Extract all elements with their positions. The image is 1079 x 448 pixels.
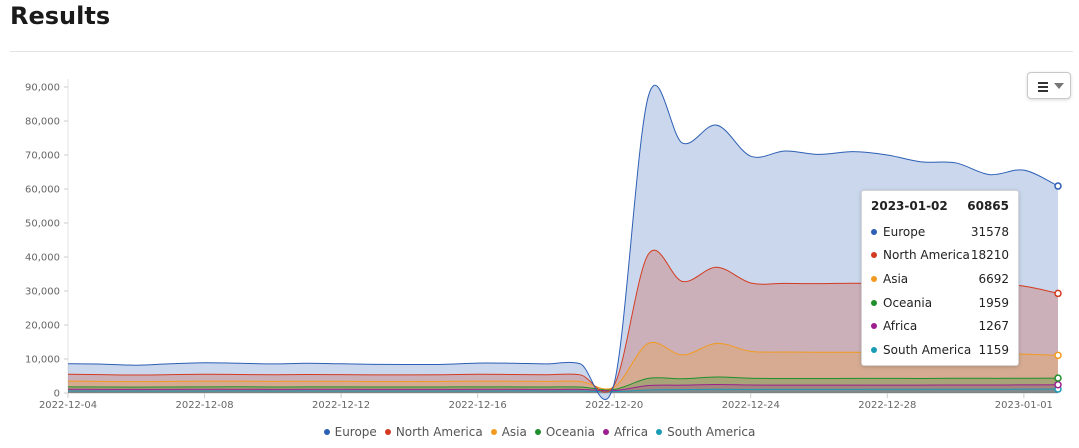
area-asia[interactable] (68, 342, 1058, 393)
legend-item[interactable]: North America (384, 425, 483, 439)
x-tick-label: 2022-12-08 (175, 400, 233, 411)
legend-label: Africa (613, 425, 649, 439)
series-dot-icon (871, 299, 877, 306)
tooltip-row: Asia 6692 (871, 267, 1009, 291)
marker-asia[interactable] (1054, 351, 1062, 360)
series-dot-icon (871, 346, 877, 353)
y-tick-label: 60,000 (25, 185, 60, 196)
legend-label: North America (395, 425, 483, 439)
y-tick-label: 10,000 (25, 355, 60, 366)
tooltip-series-name: North America (883, 248, 970, 263)
legend-item[interactable]: Africa (602, 425, 649, 439)
chevron-down-icon (1054, 83, 1064, 89)
title-divider (10, 51, 1073, 52)
stacked-area-chart[interactable]: 0 10,000 20,000 30,000 40,000 50,000 60,000 70,… (0, 60, 1079, 448)
y-tick-label: 50,000 (25, 219, 60, 230)
legend-item[interactable]: Oceania (534, 425, 595, 439)
tooltip-series-name: South America (883, 342, 972, 357)
legend-item[interactable]: Asia (490, 425, 527, 439)
y-tick-label: 20,000 (25, 321, 60, 332)
marker-oceania[interactable] (1054, 374, 1062, 382)
tooltip-series-value: 18210 (970, 248, 1009, 263)
tooltip-series-name: Europe (883, 224, 926, 239)
y-tick-label: 80,000 (25, 117, 60, 128)
tooltip-row: South America 1159 (871, 338, 1009, 362)
legend-dot-icon (490, 429, 497, 435)
legend-dot-icon (323, 429, 330, 435)
series-dot-icon (871, 323, 877, 330)
series-dot-icon (871, 228, 877, 235)
legend-item[interactable]: Europe (323, 425, 377, 439)
page-title: Results (10, 2, 111, 30)
tooltip-total: 60865 (967, 199, 1009, 213)
tooltip-series-value: 6692 (978, 271, 1009, 286)
y-tick-label: 90,000 (25, 83, 60, 94)
tooltip-row: Africa 1267 (871, 314, 1009, 338)
legend-dot-icon (384, 429, 391, 435)
tooltip-series-value: 31578 (970, 224, 1009, 239)
tooltip-date: 2023-01-02 (871, 199, 948, 213)
tooltip-series-name: Oceania (883, 295, 933, 310)
legend-label: Europe (334, 425, 377, 439)
x-tick-label: 2023-01-01 (995, 400, 1053, 411)
series-dot-icon (871, 275, 877, 282)
tooltip-header: 2023-01-02 60865 (871, 199, 1009, 213)
legend-label: South America (667, 425, 756, 439)
y-tick-label: 70,000 (25, 151, 60, 162)
hamburger-menu-icon (1038, 82, 1048, 94)
x-tick-label: 2022-12-12 (312, 400, 370, 411)
marker-north-america[interactable] (1054, 289, 1062, 298)
tooltip-series-name: Asia (883, 271, 909, 286)
chart-menu-button[interactable] (1027, 72, 1071, 99)
legend-label: Asia (501, 425, 527, 439)
legend-dot-icon (656, 429, 663, 435)
x-tick-label: 2022-12-04 (39, 400, 97, 411)
x-tick-label: 2022-12-20 (585, 400, 643, 411)
y-tick-label: 0 (54, 389, 60, 400)
tooltip-series-value: 1159 (978, 342, 1009, 357)
chart-tooltip: 2023-01-02 60865 Europe 31578 North Americ… (861, 190, 1019, 366)
line-south-america[interactable] (67, 388, 1059, 393)
area-north-america[interactable] (68, 250, 1058, 393)
tooltip-row: North America 18210 (871, 244, 1009, 268)
chart-legend: Europe North America Asia Oceania Africa Sout… (0, 424, 1079, 439)
tooltip-series-value: 1267 (978, 319, 1009, 334)
x-tick-label: 2022-12-24 (722, 400, 780, 411)
y-tick-label: 30,000 (25, 287, 60, 298)
line-oceania[interactable] (67, 376, 1059, 391)
line-europe[interactable] (67, 84, 1059, 401)
y-tick-label: 40,000 (25, 253, 60, 264)
tooltip-row: Europe 31578 (871, 220, 1009, 244)
marker-europe[interactable] (1054, 182, 1062, 190)
tooltip-series-value: 1959 (978, 295, 1009, 310)
legend-dot-icon (602, 429, 609, 435)
x-tick-label: 2022-12-16 (449, 400, 507, 411)
marker-africa[interactable] (1054, 381, 1062, 389)
tooltip-row: Oceania 1959 (871, 291, 1009, 315)
area-europe[interactable] (68, 85, 1058, 400)
tooltip-series-name: Africa (883, 319, 918, 334)
legend-label: Oceania (545, 425, 595, 439)
legend-dot-icon (534, 429, 541, 435)
series-dot-icon (871, 252, 877, 259)
line-africa[interactable] (67, 383, 1059, 392)
legend-item[interactable]: South America (656, 425, 755, 439)
x-tick-label: 2022-12-28 (858, 400, 916, 411)
